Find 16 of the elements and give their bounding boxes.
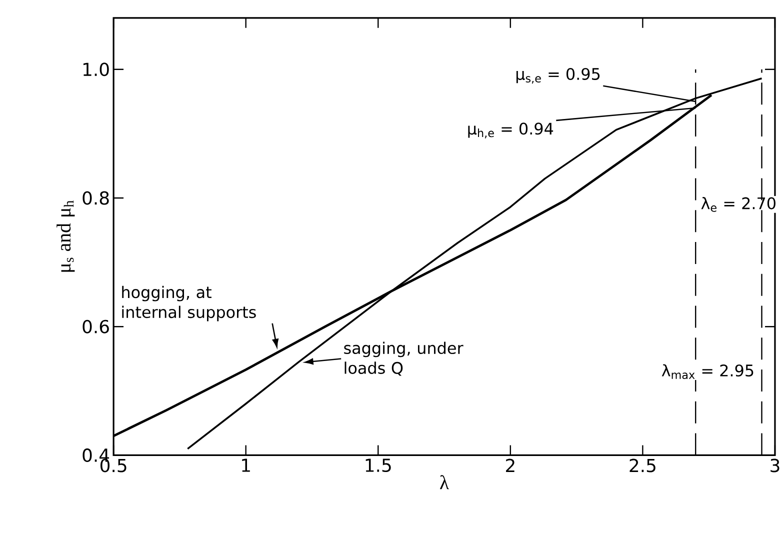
y-tick-label: 0.6: [82, 320, 109, 334]
y-tick-label: 1.0: [84, 62, 109, 76]
ref-line-label: λ$_{e}$ = 2.70: [701, 197, 776, 212]
y-tick-label: 0.8: [82, 191, 109, 205]
x-tick-label: 2.5: [630, 458, 656, 472]
annotation: hogging, at internal supports: [122, 286, 256, 322]
x-tick-label: 1: [242, 458, 250, 472]
x-tick-label: 2: [506, 458, 514, 472]
annotation: sagging, under loads Q: [344, 342, 464, 376]
annotation: μ$_{s,e}$ = 0.95: [516, 68, 600, 84]
annotation: μ$_{h,e}$ = 0.94: [468, 122, 554, 138]
x-tick-label: 3: [770, 458, 780, 472]
x-axis-title: λ: [440, 475, 449, 490]
y-axis-title: μ$_{s}$ and μ$_{h}$: [56, 200, 75, 272]
ref-line-label: λ$_{max}$ = 2.95: [662, 364, 754, 380]
x-tick-label: 1.5: [366, 458, 391, 472]
